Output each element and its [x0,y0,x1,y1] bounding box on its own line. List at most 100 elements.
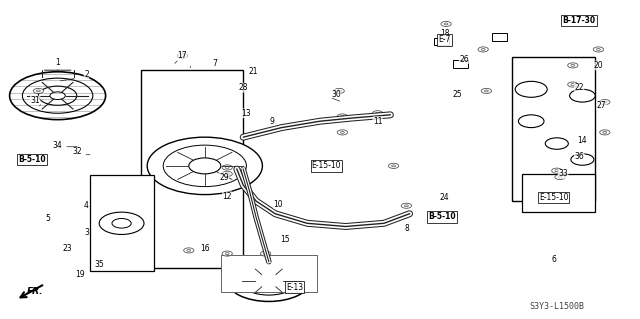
Text: 35: 35 [94,260,104,269]
Circle shape [388,163,399,168]
Circle shape [340,131,344,133]
Text: 31: 31 [30,96,40,105]
Circle shape [518,115,544,128]
Text: 15: 15 [280,235,290,244]
Bar [453,60,468,68]
Bar [90,175,154,271]
Text: 1: 1 [55,58,60,67]
Circle shape [568,82,578,87]
Circle shape [481,88,492,93]
Circle shape [603,101,607,103]
Text: E-15-10: E-15-10 [539,193,568,202]
Circle shape [441,21,451,26]
Bar [522,174,595,212]
Text: 17: 17 [177,51,188,60]
Text: B-5-10: B-5-10 [18,155,46,164]
Circle shape [515,81,547,97]
Circle shape [545,138,568,149]
Text: 24: 24 [440,193,450,202]
Text: 14: 14 [577,136,588,145]
Text: 34: 34 [52,141,63,150]
Circle shape [596,48,600,50]
Circle shape [571,64,575,66]
Text: 22: 22 [575,83,584,92]
Circle shape [189,158,221,174]
Circle shape [376,112,380,114]
Bar [434,38,449,45]
Text: 11: 11 [373,117,382,126]
Circle shape [184,248,194,253]
Bar [512,57,595,201]
Text: 16: 16 [200,244,210,253]
Circle shape [571,154,594,165]
Circle shape [36,90,40,92]
Text: 18: 18 [440,29,449,38]
Text: 8: 8 [404,224,409,233]
Circle shape [444,23,448,25]
Circle shape [593,47,604,52]
Text: 3: 3 [84,228,89,237]
Circle shape [50,92,65,100]
Circle shape [478,47,488,52]
Circle shape [227,260,310,301]
Text: 29: 29 [219,173,229,182]
Text: 2: 2 [84,70,89,79]
Text: 26: 26 [459,55,469,63]
Circle shape [99,212,144,234]
Circle shape [222,171,232,176]
Circle shape [256,274,282,287]
Text: E-7: E-7 [438,35,451,44]
Text: E-15-10: E-15-10 [312,161,341,170]
Circle shape [112,219,131,228]
Circle shape [225,253,229,255]
Text: 13: 13 [241,109,252,118]
Circle shape [163,145,246,187]
Circle shape [225,173,229,175]
Circle shape [404,205,408,207]
Circle shape [334,88,344,93]
Text: 23: 23 [62,244,72,253]
Circle shape [38,86,77,105]
Text: 5: 5 [45,214,51,223]
Circle shape [22,78,93,113]
Circle shape [340,115,344,117]
Circle shape [571,84,575,85]
Text: 32: 32 [72,147,82,156]
Text: 7: 7 [212,59,217,68]
Circle shape [600,100,610,105]
Bar [141,70,243,268]
Text: 6: 6 [551,256,556,264]
Text: 30: 30 [331,90,341,99]
Text: 33: 33 [558,169,568,178]
Circle shape [603,131,607,133]
Circle shape [33,88,44,93]
Circle shape [337,90,341,92]
Circle shape [392,165,396,167]
Circle shape [260,251,271,256]
Circle shape [570,89,595,102]
Text: FR.: FR. [27,287,44,296]
Circle shape [222,165,232,170]
Circle shape [555,170,559,172]
Circle shape [240,266,298,295]
Text: 4: 4 [84,201,89,210]
Circle shape [337,114,348,119]
Circle shape [180,55,184,57]
Circle shape [555,174,565,180]
Text: 19: 19 [75,270,85,279]
Circle shape [177,53,188,58]
Circle shape [568,63,578,68]
Circle shape [222,251,232,256]
Circle shape [147,137,262,195]
Text: 12: 12 [223,192,232,201]
Circle shape [225,167,229,168]
Text: 21: 21 [248,67,257,76]
Text: 10: 10 [273,200,284,209]
Bar [492,33,507,41]
Circle shape [372,111,383,116]
Circle shape [264,253,268,255]
Circle shape [558,176,562,178]
Circle shape [600,130,610,135]
Circle shape [401,203,412,208]
Circle shape [552,168,562,173]
